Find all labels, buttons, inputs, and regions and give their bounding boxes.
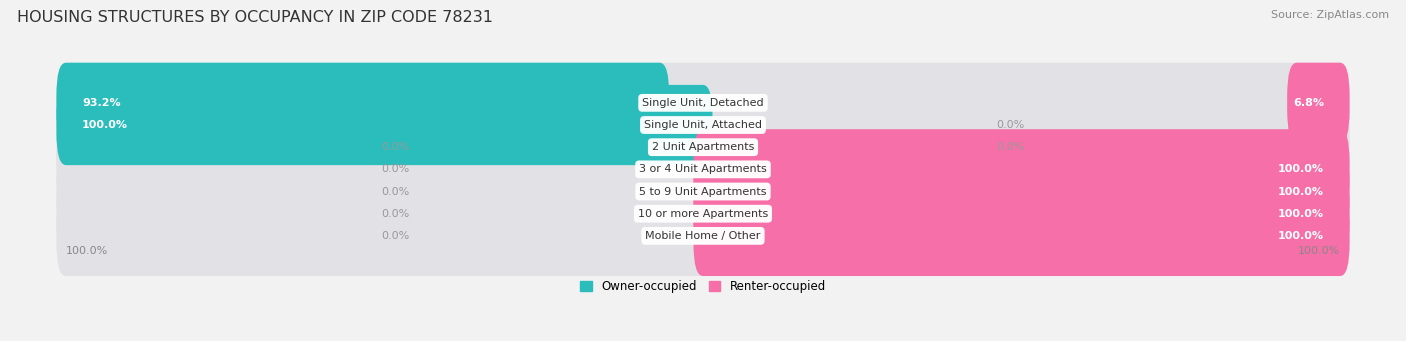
Text: 2 Unit Apartments: 2 Unit Apartments xyxy=(652,142,754,152)
FancyBboxPatch shape xyxy=(693,174,1350,254)
FancyBboxPatch shape xyxy=(56,63,1350,143)
FancyBboxPatch shape xyxy=(693,151,1350,232)
Text: Mobile Home / Other: Mobile Home / Other xyxy=(645,231,761,241)
Text: 6.8%: 6.8% xyxy=(1294,98,1324,108)
FancyBboxPatch shape xyxy=(56,85,713,165)
Text: Single Unit, Attached: Single Unit, Attached xyxy=(644,120,762,130)
Text: 0.0%: 0.0% xyxy=(995,142,1025,152)
Text: 0.0%: 0.0% xyxy=(381,142,411,152)
FancyBboxPatch shape xyxy=(56,196,1350,276)
Text: 0.0%: 0.0% xyxy=(381,209,411,219)
Text: 100.0%: 100.0% xyxy=(1278,231,1324,241)
FancyBboxPatch shape xyxy=(693,129,1350,209)
Text: 100.0%: 100.0% xyxy=(1278,164,1324,174)
Text: 3 or 4 Unit Apartments: 3 or 4 Unit Apartments xyxy=(640,164,766,174)
Text: 100.0%: 100.0% xyxy=(82,120,128,130)
Text: 5 to 9 Unit Apartments: 5 to 9 Unit Apartments xyxy=(640,187,766,196)
Text: 0.0%: 0.0% xyxy=(381,231,411,241)
Text: 0.0%: 0.0% xyxy=(995,120,1025,130)
Text: 100.0%: 100.0% xyxy=(66,246,108,256)
Text: 100.0%: 100.0% xyxy=(1278,209,1324,219)
Text: 10 or more Apartments: 10 or more Apartments xyxy=(638,209,768,219)
FancyBboxPatch shape xyxy=(693,196,1350,276)
Text: Single Unit, Detached: Single Unit, Detached xyxy=(643,98,763,108)
FancyBboxPatch shape xyxy=(56,85,1350,165)
Text: 0.0%: 0.0% xyxy=(381,187,411,196)
FancyBboxPatch shape xyxy=(56,129,1350,209)
Text: 100.0%: 100.0% xyxy=(1278,187,1324,196)
Text: HOUSING STRUCTURES BY OCCUPANCY IN ZIP CODE 78231: HOUSING STRUCTURES BY OCCUPANCY IN ZIP C… xyxy=(17,10,494,25)
FancyBboxPatch shape xyxy=(56,174,1350,254)
FancyBboxPatch shape xyxy=(56,63,669,143)
Text: 100.0%: 100.0% xyxy=(1298,246,1340,256)
FancyBboxPatch shape xyxy=(56,107,1350,187)
Text: 93.2%: 93.2% xyxy=(82,98,121,108)
Text: 0.0%: 0.0% xyxy=(381,164,411,174)
Text: Source: ZipAtlas.com: Source: ZipAtlas.com xyxy=(1271,10,1389,20)
FancyBboxPatch shape xyxy=(56,151,1350,232)
FancyBboxPatch shape xyxy=(1286,63,1350,143)
Legend: Owner-occupied, Renter-occupied: Owner-occupied, Renter-occupied xyxy=(579,280,827,293)
